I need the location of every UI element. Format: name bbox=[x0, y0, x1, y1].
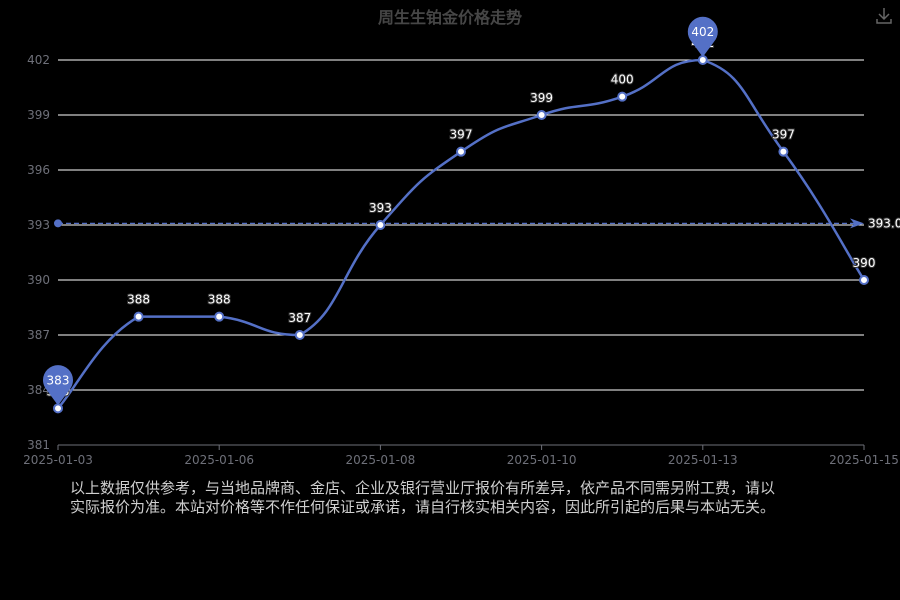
extreme-markers: 402 383 bbox=[43, 16, 718, 406]
data-label: 388 bbox=[127, 293, 150, 307]
min-pin-icon bbox=[43, 365, 73, 406]
data-label: 393 bbox=[369, 201, 392, 215]
data-point[interactable] bbox=[214, 311, 225, 322]
disclaimer-line-1: 以上数据仅供参考，与当地品牌商、金店、企业及银行营业厅报价有所差异，依产品不同需… bbox=[70, 479, 776, 497]
average-line: 393.0 bbox=[54, 215, 900, 231]
disclaimer: 以上数据仅供参考，与当地品牌商、金店、企业及银行营业厅报价有所差异，依产品不同需… bbox=[70, 479, 850, 517]
data-point[interactable] bbox=[697, 55, 708, 65]
x-tick-label: 2025-01-13 bbox=[668, 453, 738, 467]
y-tick-label: 390 bbox=[27, 273, 50, 287]
max-pin-label: 402 bbox=[691, 25, 714, 39]
x-tick-label: 2025-01-08 bbox=[346, 453, 416, 467]
data-point[interactable] bbox=[617, 91, 628, 102]
y-tick-label: 402 bbox=[27, 53, 50, 67]
data-point[interactable] bbox=[859, 275, 869, 285]
x-tick-label: 2025-01-03 bbox=[23, 453, 93, 467]
data-point[interactable] bbox=[133, 311, 144, 322]
data-point[interactable] bbox=[778, 146, 789, 157]
data-label: 387 bbox=[288, 311, 311, 325]
y-tick-label: 381 bbox=[27, 438, 50, 452]
data-label: 397 bbox=[450, 128, 473, 142]
disclaimer-line-2: 实际报价为准。本站对价格等不作任何保证或承诺，请自行核实相关内容，因此所引起的后… bbox=[70, 498, 776, 516]
data-point[interactable] bbox=[375, 220, 386, 230]
chart-title: 周生生铂金价格走势 bbox=[377, 8, 522, 27]
data-label: 390 bbox=[853, 256, 876, 270]
min-pin-label: 383 bbox=[47, 373, 70, 387]
data-point[interactable] bbox=[53, 403, 63, 414]
x-tick-label: 2025-01-15 bbox=[829, 453, 899, 467]
grid-lines bbox=[58, 59, 864, 391]
data-label: 399 bbox=[530, 91, 553, 105]
y-tick-label: 393 bbox=[27, 218, 50, 232]
data-points: 383388388387393397399400402397390 bbox=[46, 35, 876, 414]
x-tick-label: 2025-01-10 bbox=[507, 453, 577, 467]
y-tick-label: 399 bbox=[27, 108, 50, 122]
x-axis: 2025-01-03 2025-01-06 2025-01-08 2025-01-10… bbox=[23, 444, 899, 467]
data-label: 397 bbox=[772, 128, 795, 142]
y-tick-label: 387 bbox=[27, 328, 50, 342]
y-tick-label: 384 bbox=[27, 383, 50, 397]
average-label: 393.0 bbox=[868, 216, 900, 230]
data-label: 400 bbox=[611, 73, 634, 87]
price-line bbox=[57, 58, 866, 410]
y-axis: 381 384 387 390 393 396 399 402 bbox=[27, 53, 50, 452]
data-point[interactable] bbox=[294, 330, 305, 340]
download-icon[interactable] bbox=[874, 6, 894, 26]
max-pin-icon bbox=[687, 16, 718, 57]
data-point[interactable] bbox=[456, 146, 466, 157]
y-tick-label: 396 bbox=[27, 163, 50, 177]
data-point[interactable] bbox=[536, 110, 547, 120]
data-label: 388 bbox=[208, 293, 231, 307]
x-tick-label: 2025-01-06 bbox=[184, 453, 254, 467]
